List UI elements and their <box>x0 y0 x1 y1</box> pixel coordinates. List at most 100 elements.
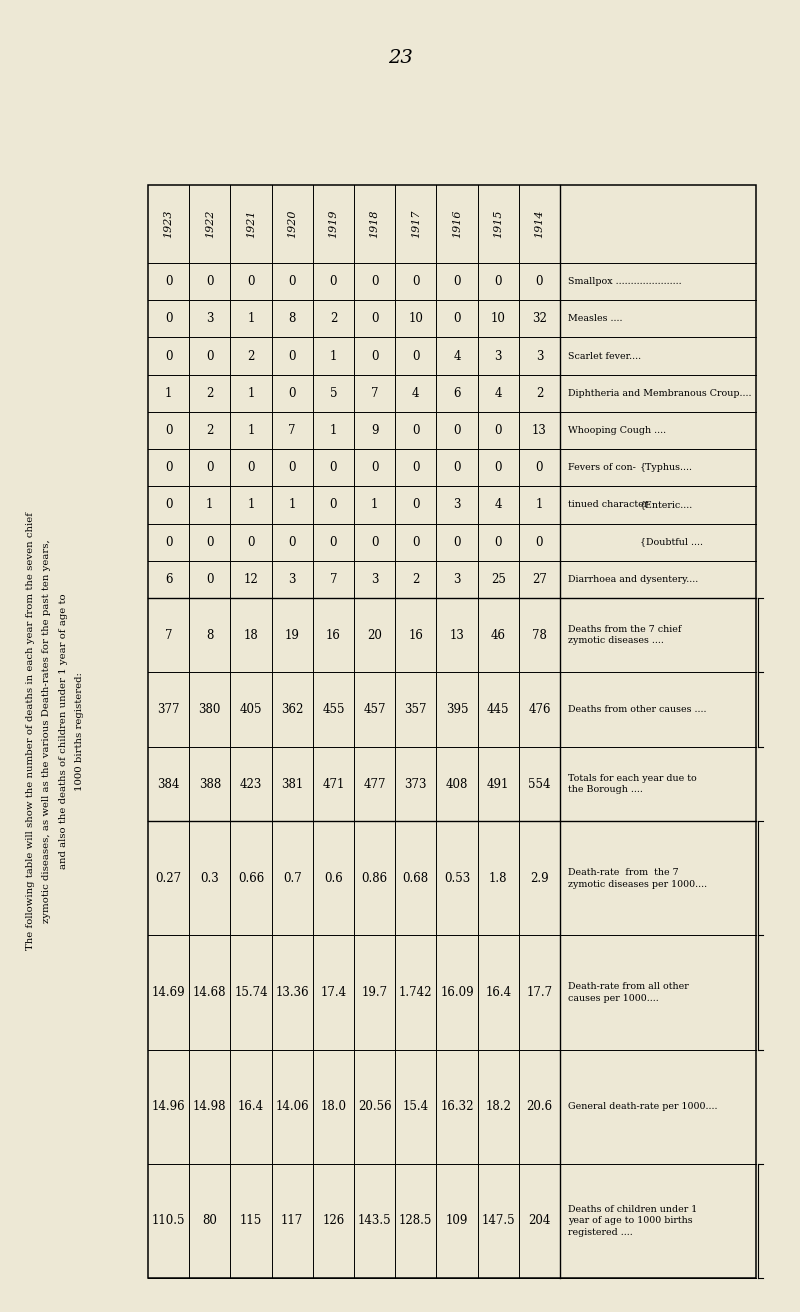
Text: 4: 4 <box>454 349 461 362</box>
Text: 25: 25 <box>490 573 506 586</box>
Text: 0.53: 0.53 <box>444 872 470 884</box>
Text: 0: 0 <box>206 276 214 289</box>
Text: 46: 46 <box>490 628 506 642</box>
Text: 0: 0 <box>371 312 378 325</box>
Text: 395: 395 <box>446 703 468 716</box>
Text: 0: 0 <box>371 349 378 362</box>
Text: 0: 0 <box>412 462 419 474</box>
Text: 19.7: 19.7 <box>362 987 388 998</box>
Text: 2: 2 <box>330 312 337 325</box>
Text: 0.7: 0.7 <box>283 872 302 884</box>
Text: 115: 115 <box>240 1215 262 1228</box>
Text: Deaths of children under 1
year of age to 1000 births
registered ....: Deaths of children under 1 year of age t… <box>568 1204 698 1237</box>
Text: 4: 4 <box>494 387 502 400</box>
Text: 0: 0 <box>247 462 254 474</box>
Text: 0: 0 <box>330 499 337 512</box>
Text: Whooping Cough ....: Whooping Cough .... <box>568 426 666 436</box>
Text: 381: 381 <box>281 778 303 791</box>
Text: {Enteric....: {Enteric.... <box>640 500 694 509</box>
Text: 0: 0 <box>165 349 172 362</box>
Text: {Doubtful ....: {Doubtful .... <box>640 538 703 547</box>
Text: 13: 13 <box>532 424 547 437</box>
Text: 17.4: 17.4 <box>320 987 346 998</box>
Text: 357: 357 <box>405 703 427 716</box>
Text: 0: 0 <box>454 276 461 289</box>
Text: 2: 2 <box>206 424 214 437</box>
Text: Diphtheria and Membranous Croup....: Diphtheria and Membranous Croup.... <box>568 388 751 398</box>
Text: 1: 1 <box>330 349 337 362</box>
Text: 1915: 1915 <box>493 210 503 239</box>
Bar <box>148 185 756 1278</box>
Text: 0: 0 <box>412 424 419 437</box>
Text: 0: 0 <box>165 535 172 548</box>
Text: 3: 3 <box>494 349 502 362</box>
Text: 0: 0 <box>454 462 461 474</box>
Text: 3: 3 <box>536 349 543 362</box>
Text: tinued character: tinued character <box>568 500 648 509</box>
Text: 0: 0 <box>454 424 461 437</box>
Text: 0: 0 <box>330 535 337 548</box>
Text: 0: 0 <box>289 276 296 289</box>
Text: 0: 0 <box>165 499 172 512</box>
Text: 1916: 1916 <box>452 210 462 239</box>
Text: 18.0: 18.0 <box>320 1101 346 1113</box>
Text: 0: 0 <box>289 462 296 474</box>
Text: 16.09: 16.09 <box>440 987 474 998</box>
Text: 0: 0 <box>206 462 214 474</box>
Text: 0: 0 <box>206 573 214 586</box>
Text: 7: 7 <box>330 573 337 586</box>
Text: 0: 0 <box>247 276 254 289</box>
Text: 0: 0 <box>412 276 419 289</box>
Text: 15.74: 15.74 <box>234 987 268 998</box>
Text: 16: 16 <box>326 628 341 642</box>
Text: 3: 3 <box>206 312 214 325</box>
Text: 0: 0 <box>494 462 502 474</box>
Text: 7: 7 <box>165 628 172 642</box>
Text: 13.36: 13.36 <box>275 987 309 998</box>
Text: 0: 0 <box>371 462 378 474</box>
Text: 0: 0 <box>454 312 461 325</box>
Text: Measles ....: Measles .... <box>568 315 622 323</box>
Text: 4: 4 <box>412 387 419 400</box>
Text: 18.2: 18.2 <box>486 1101 511 1113</box>
Text: 20: 20 <box>367 628 382 642</box>
Text: 13: 13 <box>450 628 465 642</box>
Text: 14.69: 14.69 <box>152 987 186 998</box>
Text: Totals for each year due to
the Borough ....: Totals for each year due to the Borough … <box>568 774 697 794</box>
Text: 1: 1 <box>371 499 378 512</box>
Text: 380: 380 <box>198 703 221 716</box>
Text: Death-rate from all other
causes per 1000....: Death-rate from all other causes per 100… <box>568 983 689 1002</box>
Text: 0: 0 <box>289 349 296 362</box>
Text: 1922: 1922 <box>205 210 214 239</box>
Text: 0.68: 0.68 <box>402 872 429 884</box>
Text: 0: 0 <box>536 462 543 474</box>
Text: 0: 0 <box>536 276 543 289</box>
Text: 1: 1 <box>247 424 254 437</box>
Text: 0: 0 <box>289 387 296 400</box>
Text: 5: 5 <box>330 387 337 400</box>
Text: 32: 32 <box>532 312 547 325</box>
Text: 0: 0 <box>289 535 296 548</box>
Text: 14.06: 14.06 <box>275 1101 309 1113</box>
Text: 0: 0 <box>494 424 502 437</box>
Text: 16.4: 16.4 <box>485 987 511 998</box>
Text: 373: 373 <box>405 778 427 791</box>
Text: 1: 1 <box>247 387 254 400</box>
Text: 3: 3 <box>371 573 378 586</box>
Text: 78: 78 <box>532 628 547 642</box>
Text: 8: 8 <box>206 628 214 642</box>
Text: 1921: 1921 <box>246 210 256 239</box>
Text: 1: 1 <box>330 424 337 437</box>
Text: 445: 445 <box>487 703 510 716</box>
Text: 0.3: 0.3 <box>201 872 219 884</box>
Text: 2: 2 <box>247 349 254 362</box>
Text: 3: 3 <box>289 573 296 586</box>
Text: 80: 80 <box>202 1215 218 1228</box>
Text: 9: 9 <box>371 424 378 437</box>
Text: 0: 0 <box>412 349 419 362</box>
Text: Smallpox ......................: Smallpox ...................... <box>568 277 682 286</box>
Text: Scarlet fever....: Scarlet fever.... <box>568 352 641 361</box>
Text: 147.5: 147.5 <box>482 1215 515 1228</box>
Text: 2: 2 <box>412 573 419 586</box>
Text: Fevers of con-: Fevers of con- <box>568 463 636 472</box>
